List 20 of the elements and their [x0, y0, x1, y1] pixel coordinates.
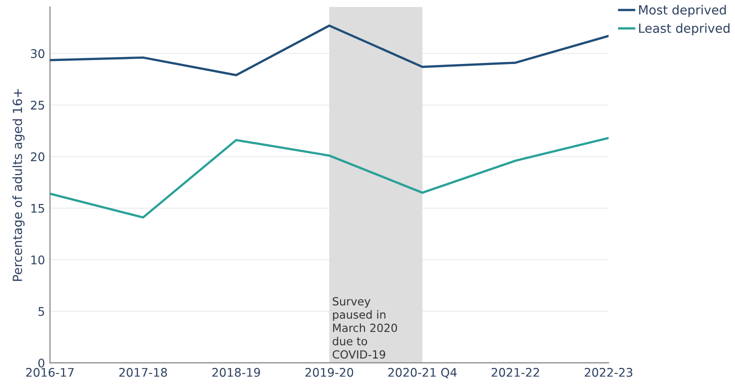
x-tick-label: 2020-21 Q4: [388, 368, 457, 378]
band-label: Survey paused in March 2020 due to COVID-19: [332, 297, 398, 359]
line-series: [50, 136, 609, 219]
y-tick-label: 15: [31, 204, 44, 213]
x-tick-label: 2016-17: [26, 368, 74, 377]
x-tick-label: 2017-18: [119, 368, 167, 377]
y-tick-label: 30: [30, 49, 44, 58]
line-series: [50, 24, 609, 76]
x-tick-label: 2022-23: [584, 368, 632, 377]
y-tick-label: 0: [38, 358, 44, 368]
legend-label: Least deprived: [639, 23, 730, 36]
y-tick-label: 25: [30, 100, 44, 110]
x-tick-label: 2019-20: [305, 368, 354, 377]
y-tick-label: 5: [38, 307, 44, 316]
y-tick-label: 20: [30, 152, 44, 162]
legend-label: Most deprived: [639, 4, 726, 18]
x-tick-label: 2018-19: [212, 368, 260, 377]
y-tick-label: 10: [31, 255, 44, 264]
x-tick-label: 2021-22: [492, 368, 539, 377]
y-axis-title: Percentage of adults aged 16+: [12, 89, 25, 281]
